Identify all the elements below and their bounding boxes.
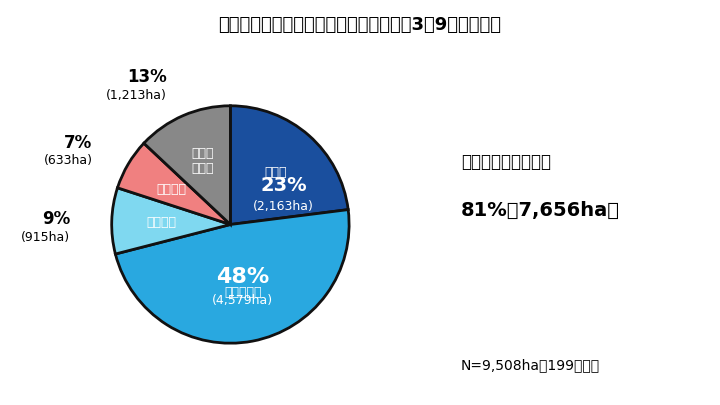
- Text: 指定済: 指定済: [265, 166, 287, 179]
- Text: (915ha): (915ha): [21, 231, 71, 244]
- Text: 指定済・指定見込み: 指定済・指定見込み: [461, 153, 551, 171]
- Text: 48%: 48%: [216, 267, 269, 287]
- Text: 意向あり: 意向あり: [147, 216, 176, 229]
- Text: (4,579ha): (4,579ha): [212, 294, 273, 307]
- Wedge shape: [112, 188, 230, 254]
- Text: 13%: 13%: [127, 68, 167, 86]
- Text: (633ha): (633ha): [43, 154, 92, 167]
- Text: 9%: 9%: [42, 211, 71, 228]
- Text: 未定・
未把握: 未定・ 未把握: [192, 147, 215, 175]
- Wedge shape: [115, 210, 349, 343]
- Text: N=9,508ha（199都市）: N=9,508ha（199都市）: [461, 358, 600, 373]
- Wedge shape: [230, 106, 348, 224]
- Text: 23%: 23%: [261, 176, 307, 195]
- Wedge shape: [144, 106, 230, 224]
- Text: 指定受付済: 指定受付済: [225, 286, 262, 298]
- Text: 7%: 7%: [64, 134, 92, 152]
- Wedge shape: [117, 143, 230, 224]
- Text: 特定生産緑地の指定意向調査結果（令和3年9月末時点）: 特定生産緑地の指定意向調査結果（令和3年9月末時点）: [218, 16, 502, 34]
- Text: 81%（7,656ha）: 81%（7,656ha）: [461, 201, 620, 220]
- Text: (1,213ha): (1,213ha): [106, 89, 167, 102]
- Text: (2,163ha): (2,163ha): [253, 200, 314, 213]
- Text: 意向なし: 意向なし: [156, 183, 186, 196]
